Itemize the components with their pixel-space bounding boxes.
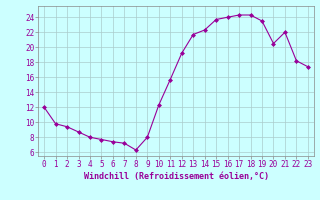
X-axis label: Windchill (Refroidissement éolien,°C): Windchill (Refroidissement éolien,°C)	[84, 172, 268, 181]
